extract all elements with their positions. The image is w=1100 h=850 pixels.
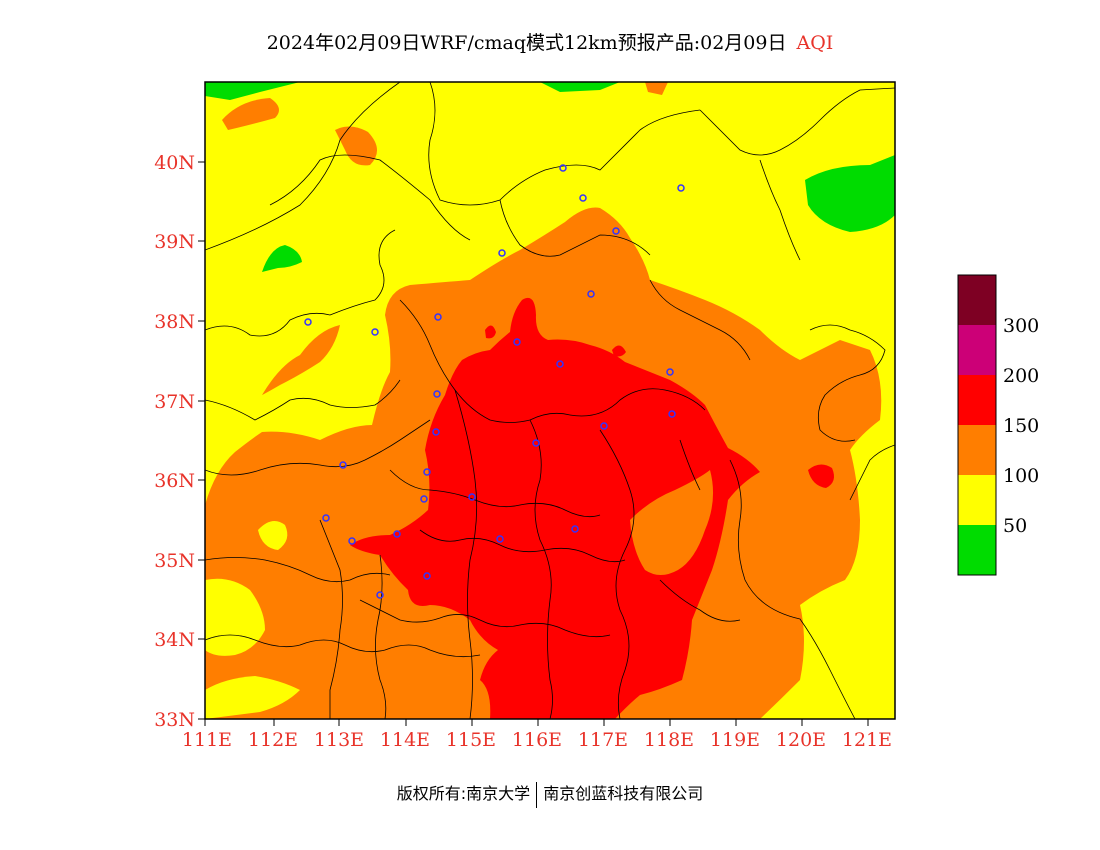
legend-swatch [958, 475, 996, 525]
city-marker [600, 422, 608, 430]
city-marker [668, 410, 676, 418]
lat-label: 34N [154, 629, 195, 651]
lat-label: 33N [154, 709, 195, 731]
city-marker [376, 591, 384, 599]
city-marker [434, 313, 442, 321]
legend-swatch [958, 425, 996, 475]
city-marker [496, 535, 504, 543]
aqi-zone-yellow-s [205, 676, 300, 719]
aqi-zone-orange-hole [630, 470, 714, 575]
lat-label: 38N [154, 311, 195, 333]
title-text: 2024年02月09日WRF/cmaq模式12km预报产品:02月09日 [266, 32, 787, 54]
aqi-zone-red-spot2 [612, 345, 626, 357]
city-marker [556, 360, 564, 368]
city-marker [579, 194, 587, 202]
legend-label: 200 [1003, 365, 1039, 387]
city-marker [339, 461, 347, 469]
aqi-zone-orange-w [262, 325, 340, 395]
city-marker [559, 164, 567, 172]
city-marker [348, 537, 356, 545]
lat-label: 40N [154, 152, 195, 174]
lon-label: 112E [248, 729, 298, 751]
aqi-zone-red-east [808, 464, 834, 488]
copyright-left: 版权所有:南京大学 [396, 784, 531, 803]
lon-label: 114E [380, 729, 430, 751]
lon-label: 117E [578, 729, 628, 751]
city-marker [304, 318, 312, 326]
aqi-zone-green-w [262, 245, 302, 272]
aqi-zone-green-n [540, 82, 620, 92]
aqi-zone-orange-top [645, 82, 668, 95]
map-title: 2024年02月09日WRF/cmaq模式12km预报产品:02月09日 AQI [0, 28, 1100, 55]
legend-label: 150 [1003, 415, 1039, 437]
aqi-zone-yellow-sw [205, 578, 265, 656]
copyright-right: 南京创蓝科技有限公司 [543, 784, 704, 803]
lat-axis: 33N 34N 35N 36N 37N 38N 39N 40N [154, 152, 205, 731]
aqi-zone-orange-n [335, 126, 378, 166]
city-marker [420, 495, 428, 503]
lon-label: 115E [446, 729, 496, 751]
city-marker [513, 338, 521, 346]
lon-label: 119E [710, 729, 760, 751]
lon-label: 121E [842, 729, 892, 751]
copyright-footer: 版权所有:南京大学 南京创蓝科技有限公司 [0, 780, 1100, 808]
legend-label: 300 [1003, 315, 1039, 337]
city-marker [423, 572, 431, 580]
legend-swatch [958, 325, 996, 375]
legend-swatch [958, 375, 996, 425]
city-marker [322, 514, 330, 522]
legend-swatch [958, 525, 996, 575]
aqi-zone-red-main [350, 297, 760, 719]
aqi-legend: 50 100 150 200 300 [957, 274, 1039, 576]
lon-label: 118E [644, 729, 694, 751]
city-marker [432, 428, 440, 436]
city-marker [666, 368, 674, 376]
legend-frame [957, 274, 997, 576]
lon-label: 111E [182, 729, 232, 751]
lat-label: 39N [154, 231, 195, 253]
aqi-zone-yellow-pocket [258, 521, 288, 550]
city-marker [498, 249, 506, 257]
city-marker [468, 493, 476, 501]
legend-label: 50 [1003, 515, 1027, 537]
city-marker [612, 227, 620, 235]
city-marker [677, 184, 685, 192]
footer-divider [536, 781, 538, 808]
aqi-field [205, 82, 895, 719]
aqi-zone-red-spot [485, 325, 496, 339]
city-marker [571, 525, 579, 533]
city-markers [304, 164, 685, 599]
lat-label: 36N [154, 470, 195, 492]
city-marker [433, 390, 441, 398]
lon-label: 113E [314, 729, 364, 751]
lon-label: 120E [776, 729, 826, 751]
city-marker [532, 439, 540, 447]
legend-swatch [958, 275, 996, 325]
city-marker [393, 530, 401, 538]
lon-label: 116E [512, 729, 562, 751]
aqi-zone-green-ne [805, 155, 895, 232]
boundary-lines [205, 82, 895, 719]
aqi-zone-green-nw [205, 82, 300, 100]
city-marker [371, 328, 379, 336]
variable-tag: AQI [796, 32, 834, 54]
legend-label: 100 [1003, 465, 1039, 487]
lon-axis: 111E 112E 113E 114E 115E 116E 117E 118E … [182, 719, 892, 751]
city-marker [587, 290, 595, 298]
lat-label: 35N [154, 550, 195, 572]
lat-label: 37N [154, 391, 195, 413]
city-marker [423, 468, 431, 476]
aqi-zone-orange-nw [222, 98, 279, 130]
